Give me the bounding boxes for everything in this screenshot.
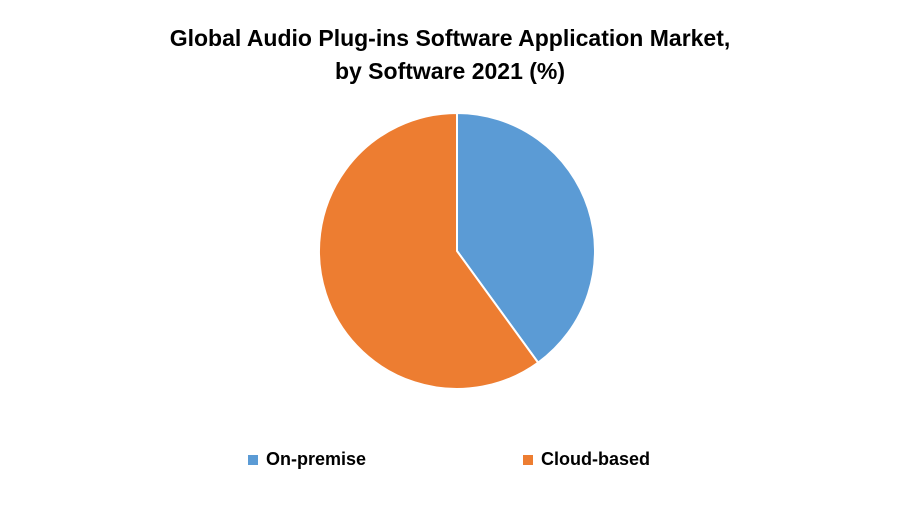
legend-item-on-premise: On-premise: [248, 449, 366, 470]
pie-slice-on-premise: [456, 112, 596, 364]
legend-item-cloud-based: Cloud-based: [523, 449, 650, 470]
chart-title-line-2: by Software 2021 (%): [334, 58, 566, 84]
chart-title: Global Audio Plug-ins Software Applicati…: [0, 22, 900, 88]
legend-swatch-on-premise: [248, 454, 258, 465]
legend-label-cloud-based: Cloud-based: [541, 449, 651, 469]
legend: On-premise Cloud-based: [0, 449, 900, 473]
legend-swatch-cloud-based: [523, 454, 533, 465]
chart-title-line-1: Global Audio Plug-ins Software Applicati…: [169, 25, 731, 51]
pie-slice-cloud-based: [318, 112, 540, 390]
legend-label-on-premise: On-premise: [266, 449, 367, 469]
